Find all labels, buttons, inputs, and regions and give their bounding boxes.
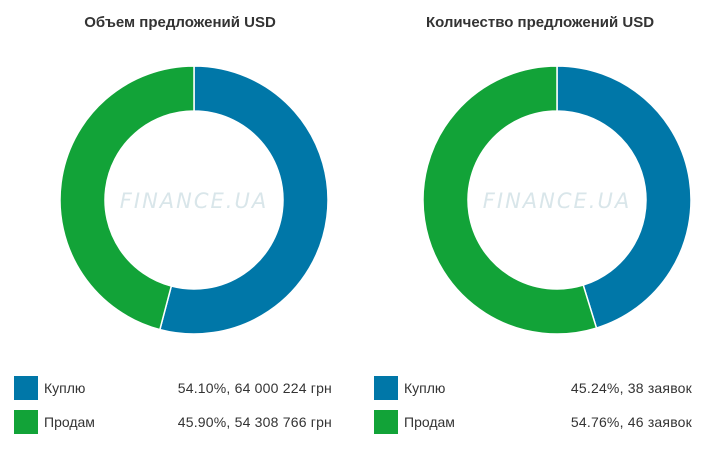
legend-item-buy: Куплю 45.24%, 38 заявок bbox=[360, 376, 720, 406]
legend-value: 54.10%, 64 000 224 грн bbox=[177, 380, 332, 396]
legend-swatch-sell bbox=[374, 410, 398, 434]
legend-value: 45.24%, 38 заявок bbox=[570, 380, 692, 396]
watermark-logo: FINANCE.UA bbox=[120, 189, 268, 213]
legend-value: 45.90%, 54 308 766 грн bbox=[177, 414, 332, 430]
donut-chart: FINANCE.UA bbox=[422, 65, 692, 335]
legend-label: Продам bbox=[44, 414, 95, 430]
legend-swatch-buy bbox=[14, 376, 38, 400]
legend-value: 54.76%, 46 заявок bbox=[570, 414, 692, 430]
donut-slice-sell bbox=[422, 65, 598, 335]
donut-slice-sell bbox=[59, 65, 195, 331]
watermark-logo: FINANCE.UA bbox=[483, 189, 631, 213]
legend-item-sell: Продам 45.90%, 54 308 766 грн bbox=[0, 410, 360, 440]
legend-swatch-sell bbox=[14, 410, 38, 434]
chart-title: Объем предложений USD bbox=[84, 14, 276, 31]
chart-title: Количество предложений USD bbox=[425, 14, 655, 31]
chart-count: Количество предложений USD FINANCE.UA Ку… bbox=[360, 0, 720, 459]
legend-label: Куплю bbox=[44, 380, 86, 396]
legend-item-sell: Продам 54.76%, 46 заявок bbox=[360, 410, 720, 440]
donut-slice-buy bbox=[556, 65, 692, 329]
legend-swatch-buy bbox=[374, 376, 398, 400]
legend-label: Куплю bbox=[404, 380, 446, 396]
legend-item-buy: Куплю 54.10%, 64 000 224 грн bbox=[0, 376, 360, 406]
donut-slice-buy bbox=[158, 65, 329, 335]
donut-chart: FINANCE.UA bbox=[59, 65, 329, 335]
chart-volume: Объем предложений USD FINANCE.UA Куплю 5… bbox=[0, 14, 360, 440]
legend-label: Продам bbox=[404, 414, 455, 430]
